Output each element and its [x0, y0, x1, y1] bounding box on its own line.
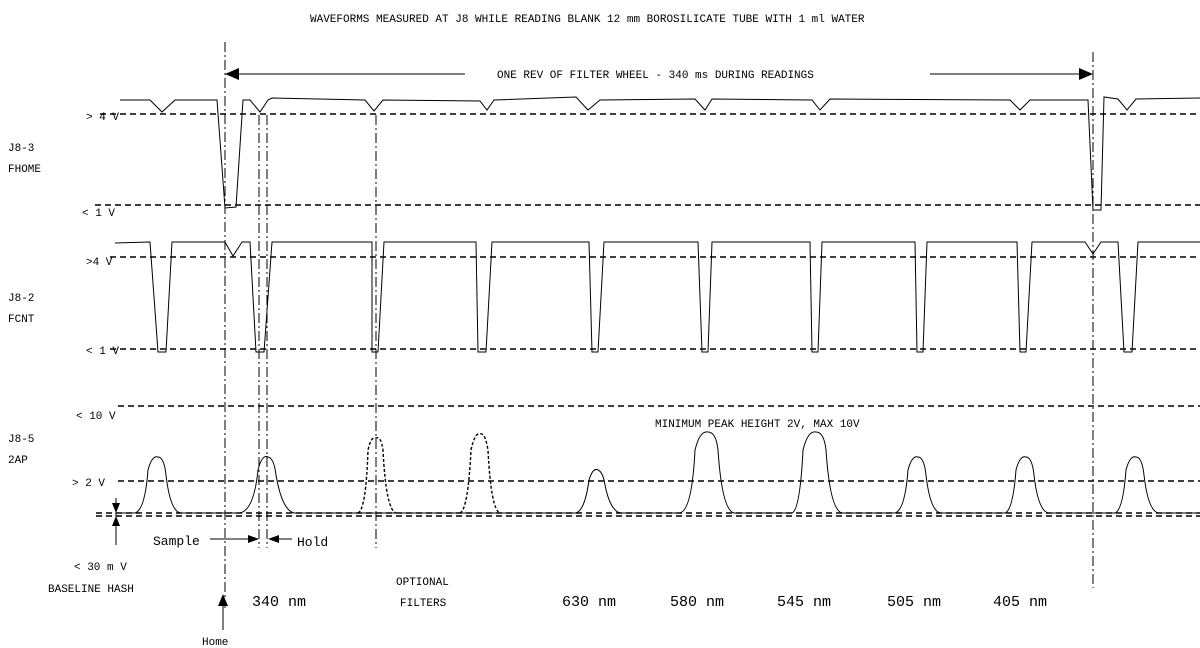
- peak-height-note: MINIMUM PEAK HEIGHT 2V, MAX 10V: [655, 419, 860, 431]
- fcnt-low-label: < 1 V: [86, 346, 119, 358]
- home-label: Home: [202, 637, 228, 648]
- baseline-marker: [112, 498, 120, 545]
- wavelength-505: 505 nm: [887, 594, 941, 611]
- fcnt-signal-name: FCNT: [8, 314, 35, 326]
- sample-arrow-head: [248, 535, 259, 543]
- fhome-waveform: [120, 96, 1200, 211]
- twoap-waveform: [120, 431, 1200, 514]
- fhome-low-label: < 1 V: [82, 208, 115, 220]
- sample-label: Sample: [153, 534, 200, 549]
- optional-filters-line2: FILTERS: [400, 598, 447, 610]
- twoap-channel-name: J8-5: [8, 434, 34, 446]
- optional-filter-peak-1: [357, 437, 397, 514]
- revolution-label: ONE REV OF FILTER WHEEL - 340 ms DURING …: [497, 70, 814, 82]
- fhome-signal-name: FHOME: [8, 164, 41, 176]
- wavelength-340: 340 nm: [252, 594, 306, 611]
- hold-label: Hold: [297, 535, 328, 550]
- diagram-title: WAVEFORMS MEASURED AT J8 WHILE READING B…: [310, 14, 865, 26]
- fhome-channel-name: J8-3: [8, 143, 34, 155]
- arrow-left-head: [225, 68, 239, 80]
- wavelength-405: 405 nm: [993, 594, 1047, 611]
- twoap-min-label: > 2 V: [72, 478, 105, 490]
- twoap-max-label: < 10 V: [76, 411, 116, 423]
- hold-arrow-head: [268, 535, 279, 543]
- revolution-arrow: [225, 68, 1093, 80]
- twoap-signal-name: 2AP: [8, 455, 28, 467]
- home-arrow-head: [218, 594, 228, 606]
- fcnt-channel-name: J8-2: [8, 293, 34, 305]
- baseline-level: < 30 m V: [74, 562, 127, 574]
- fcnt-waveform: [114, 241, 1200, 353]
- fhome-high-label: > 4 V: [86, 112, 119, 124]
- optional-filter-peak-2: [459, 433, 501, 514]
- baseline-name: BASELINE HASH: [48, 584, 134, 596]
- wavelength-545: 545 nm: [777, 594, 831, 611]
- wavelength-580: 580 nm: [670, 594, 724, 611]
- optional-filters-line1: OPTIONAL: [396, 577, 449, 589]
- wavelength-630: 630 nm: [562, 594, 616, 611]
- fcnt-high-label: >4 V: [86, 257, 113, 269]
- arrow-right-head: [1079, 68, 1093, 80]
